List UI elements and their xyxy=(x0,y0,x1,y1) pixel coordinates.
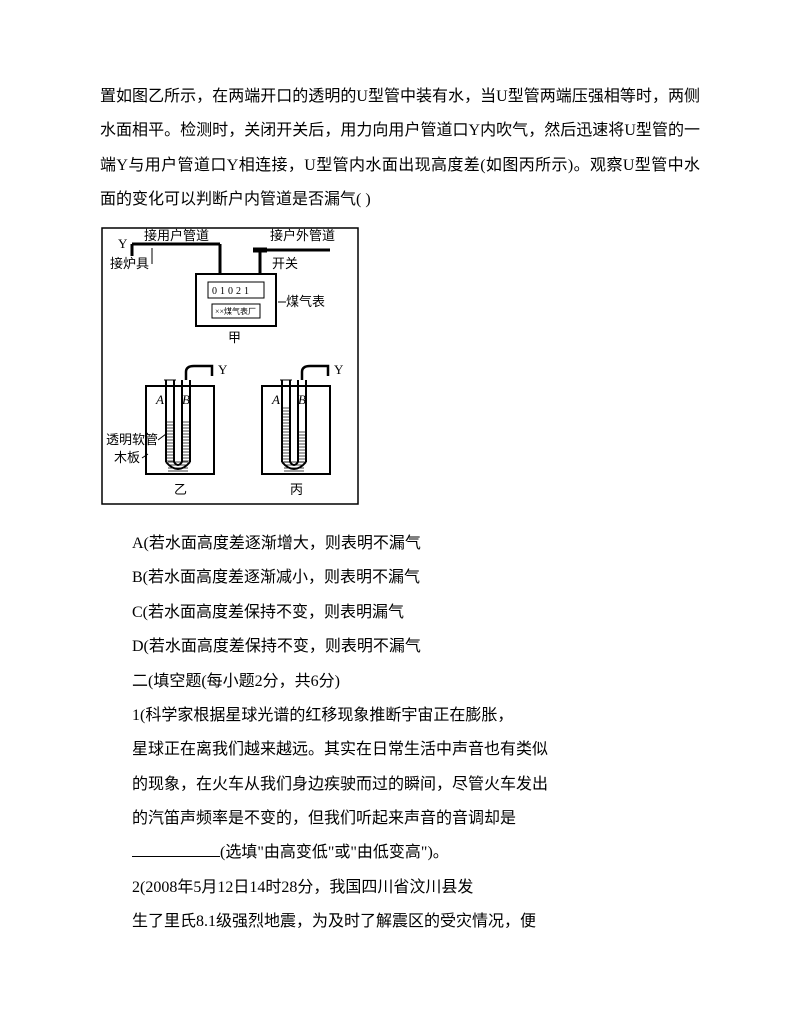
svg-text:木板: 木板 xyxy=(114,450,140,465)
svg-text:煤气表: 煤气表 xyxy=(286,294,325,309)
q1-line5: (选填"由高变低"或"由低变高")。 xyxy=(100,836,700,870)
q1-line1: 1(科学家根据星球光谱的红移现象推断宇宙正在膨胀， xyxy=(100,699,700,733)
section-2-heading: 二(填空题(每小题2分，共6分) xyxy=(100,665,700,699)
svg-text:透明软管: 透明软管 xyxy=(106,432,158,447)
gas-meter-utube-diagram: Y 接用户管道 接户外管道开关 接炉具 01021 ××煤气表厂 煤气表甲 A B Y A B Y 乙 丙 透… xyxy=(100,226,700,519)
svg-text:01021: 01021 xyxy=(212,286,252,297)
svg-text:开关: 开关 xyxy=(272,256,298,271)
svg-text:A: A xyxy=(155,392,164,407)
svg-text:丙: 丙 xyxy=(290,482,303,497)
svg-text:接户外管道: 接户外管道 xyxy=(270,228,335,243)
q2-line2: 生了里氏8.1级强烈地震，为及时了解震区的受灾情况，便 xyxy=(100,905,700,939)
q1-line3: 的现象，在火车从我们身边疾驶而过的瞬间，尽管火车发出 xyxy=(100,768,700,802)
svg-text:甲: 甲 xyxy=(228,330,241,345)
svg-text:Y: Y xyxy=(334,362,344,377)
option-d: D(若水面高度差保持不变，则表明不漏气 xyxy=(100,630,700,664)
intro-paragraph: 置如图乙所示，在两端开口的透明的U型管中装有水，当U型管两端压强相等时，两侧水面… xyxy=(100,80,700,218)
svg-text:Y: Y xyxy=(118,236,128,251)
svg-text:接用户管道: 接用户管道 xyxy=(144,228,209,243)
svg-text:接炉具: 接炉具 xyxy=(110,256,149,271)
svg-text:乙: 乙 xyxy=(174,482,187,497)
q1-line5-suffix: (选填"由高变低"或"由低变高")。 xyxy=(220,844,449,861)
q1-blank xyxy=(132,840,220,857)
svg-text:B: B xyxy=(182,392,190,407)
svg-text:××煤气表厂: ××煤气表厂 xyxy=(215,306,256,316)
option-c: C(若水面高度差保持不变，则表明漏气 xyxy=(100,596,700,630)
q1-line4: 的汽笛声频率是不变的，但我们听起来声音的音调却是 xyxy=(100,802,700,836)
option-a: A(若水面高度差逐渐增大，则表明不漏气 xyxy=(100,527,700,561)
svg-text:Y: Y xyxy=(218,362,228,377)
svg-text:B: B xyxy=(298,392,306,407)
q2-line1: 2(2008年5月12日14时28分，我国四川省汶川县发 xyxy=(100,871,700,905)
svg-text:A: A xyxy=(271,392,280,407)
option-b: B(若水面高度差逐渐减小，则表明不漏气 xyxy=(100,561,700,595)
q1-line2: 星球正在离我们越来越远。其实在日常生活中声音也有类似 xyxy=(100,733,700,767)
